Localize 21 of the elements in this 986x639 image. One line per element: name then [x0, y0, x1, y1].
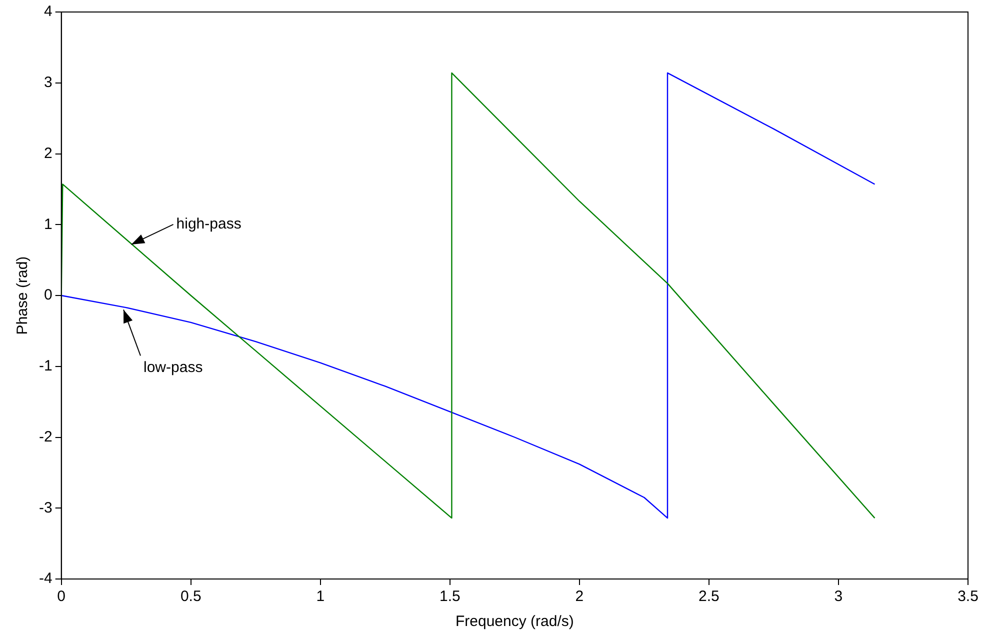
annotation: high-pass: [176, 216, 242, 233]
x-axis-title: Frequency (rad/s): [455, 613, 574, 630]
x-tick-label: 0: [57, 588, 66, 606]
y-tick-label: -3: [38, 499, 52, 516]
x-tick-label: 3: [834, 588, 843, 606]
x-tick-label: 1: [316, 588, 325, 606]
y-axis-title: Phase (rad): [14, 256, 32, 335]
x-tick-label: 2: [575, 588, 584, 606]
y-tick-label: 2: [44, 144, 52, 162]
y-tick-label: -4: [38, 570, 52, 588]
y-tick-label: 0: [44, 286, 52, 304]
y-tick-label: 3: [44, 74, 52, 92]
x-tick-label: 3.5: [958, 588, 978, 606]
y-tick-label: 1: [44, 216, 52, 233]
x-tick-label: 0.5: [180, 588, 202, 606]
y-tick-label: -2: [38, 428, 52, 446]
y-tick-label: 4: [44, 3, 52, 20]
y-tick-label: -1: [38, 358, 52, 375]
x-tick-label: 1.5: [439, 588, 460, 606]
annotation: low-pass: [144, 358, 203, 376]
x-tick-label: 2.5: [698, 588, 720, 606]
